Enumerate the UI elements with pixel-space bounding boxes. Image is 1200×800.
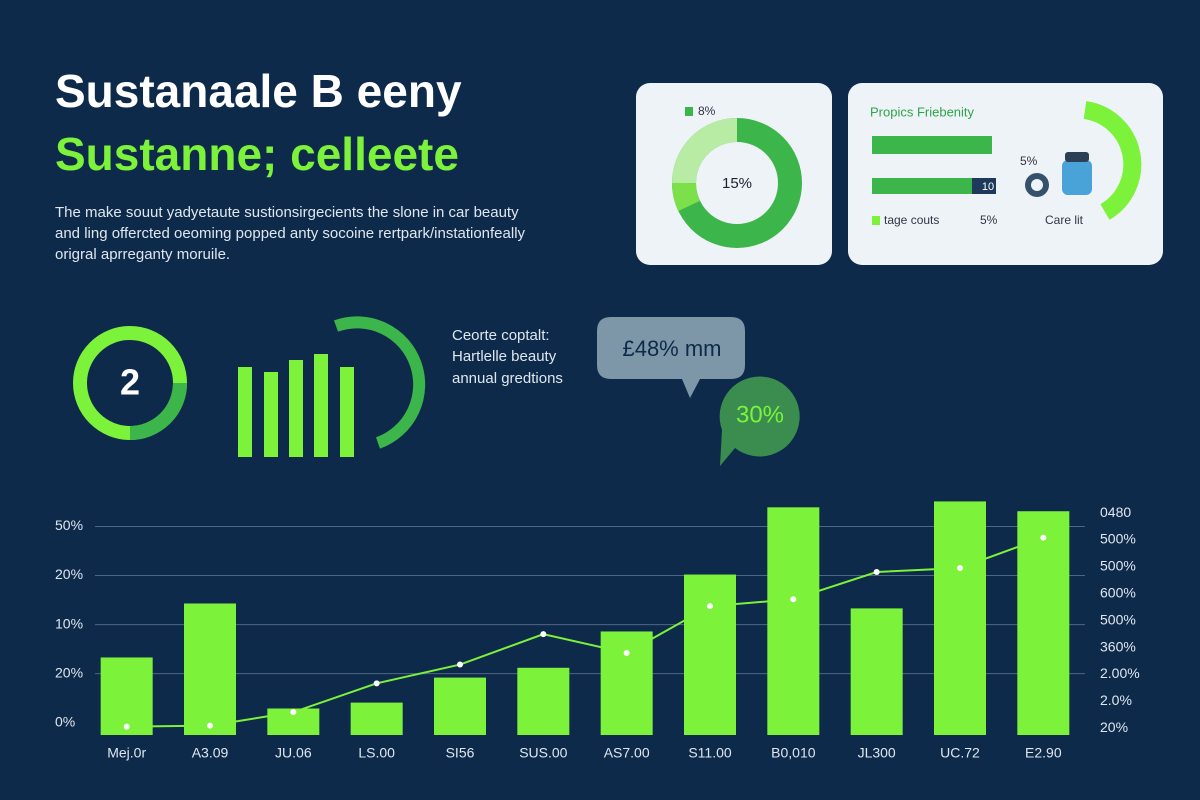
- card-title: Propics Friebenity: [870, 104, 975, 119]
- y-tick-label: 20%: [55, 566, 83, 582]
- bar: [684, 574, 736, 735]
- y2-tick-label: 600%: [1100, 585, 1136, 601]
- arc: [1083, 101, 1142, 220]
- y-tick-label: 10%: [55, 615, 83, 631]
- x-tick-label: UC.72: [940, 745, 980, 761]
- badge-ring-segment: [129, 382, 187, 440]
- legend-swatch: [872, 216, 880, 225]
- x-tick-label: Mej.0r: [107, 745, 146, 761]
- y2-tick-label: 500%: [1100, 558, 1136, 574]
- x-tick-label: B0,010: [771, 745, 816, 761]
- line-point: [707, 603, 713, 610]
- line-point: [540, 631, 547, 638]
- x-tick-label: JU.06: [275, 745, 312, 761]
- bar: [100, 657, 153, 735]
- line-point: [1040, 534, 1047, 541]
- bar: [1017, 511, 1070, 735]
- progress-bar: [872, 178, 972, 194]
- icon-bar: [314, 354, 328, 457]
- x-tick-label: S11.00: [688, 745, 732, 761]
- y2-tick-label: 2.0%: [1100, 692, 1132, 708]
- badge-label: 2: [120, 362, 140, 403]
- bar: [767, 507, 820, 735]
- line-point: [790, 596, 797, 603]
- gear-icon: [1031, 179, 1043, 191]
- y2-tick-label: 20%: [1100, 719, 1128, 735]
- legend-label: tage couts: [884, 213, 939, 227]
- jar-lid: [1065, 152, 1089, 162]
- progress-bar: [872, 136, 992, 154]
- bar: [184, 603, 236, 735]
- y-tick-label: 50%: [55, 517, 83, 533]
- line: [126, 536, 1044, 728]
- y2-tick-label: 500%: [1100, 531, 1136, 547]
- bar: [850, 608, 903, 735]
- description: origral aprreganty moruile.: [55, 246, 230, 263]
- callout-text: annual gredtions: [452, 370, 563, 387]
- donut-segment: [672, 118, 738, 184]
- x-tick-label: SI56: [446, 745, 475, 761]
- bar-label: 10: [982, 181, 994, 193]
- bubble-label: £48% mm: [622, 336, 721, 361]
- x-tick-label: LS.00: [358, 745, 395, 761]
- icon-bar: [264, 372, 278, 457]
- line-point: [457, 661, 463, 668]
- icon-bar: [340, 367, 354, 457]
- bar: [517, 667, 570, 735]
- legend-swatch: [685, 107, 693, 116]
- y2-tick-label: 2.00%: [1100, 665, 1140, 681]
- x-tick-label: SUS.00: [519, 745, 567, 761]
- line-point: [873, 569, 880, 576]
- caption: Care lit: [1045, 213, 1084, 227]
- description: and ling offercted oeoming popped anty s…: [55, 225, 526, 242]
- line-point: [290, 709, 297, 716]
- side-label: 5%: [1020, 154, 1038, 168]
- y-tick-label: 20%: [55, 664, 83, 680]
- jar-icon: [1062, 160, 1092, 195]
- callout-text: Ceorte coptalt:: [452, 327, 550, 344]
- y2-tick-label: 0480: [1100, 504, 1131, 520]
- line-point: [957, 564, 963, 571]
- y2-tick-label: 500%: [1100, 611, 1136, 627]
- bar: [350, 702, 403, 735]
- line-point: [207, 722, 213, 729]
- combo-chart: 0% 20% 10% 20% 50% 20% 2.0% 2.00% 360% 500% 600% 50…: [55, 501, 1140, 761]
- legend-value: 5%: [980, 213, 998, 227]
- subtitle: Sustanne; celleete: [55, 128, 459, 180]
- icon-arc: [333, 316, 426, 449]
- y-tick-label: 0%: [55, 713, 75, 729]
- bar: [934, 501, 986, 735]
- icon-bar: [289, 360, 303, 457]
- callout-text: Hartlelle beauty: [452, 348, 557, 365]
- x-tick-label: E2.90: [1025, 745, 1062, 761]
- bar: [434, 677, 486, 735]
- donut-segment: [672, 182, 701, 212]
- x-tick-label: JL300: [858, 745, 896, 761]
- legend-label: 8%: [698, 104, 716, 118]
- line-point: [123, 723, 130, 730]
- highlight-bubble: [719, 376, 800, 466]
- speech-bubble: [597, 317, 745, 398]
- description: The make souut yadyetaute sustionsirgeci…: [55, 204, 519, 221]
- y2-tick-label: 360%: [1100, 638, 1136, 654]
- x-tick-label: AS7.00: [604, 745, 650, 761]
- donut-center-label: 15%: [722, 175, 752, 192]
- x-tick-label: A3.09: [192, 745, 229, 761]
- icon-bar: [238, 367, 252, 457]
- highlight-label: 30%: [736, 401, 784, 428]
- line-point: [623, 649, 630, 656]
- line-point: [373, 680, 380, 687]
- title: Sustanaale B eeny: [55, 65, 462, 117]
- bar: [600, 631, 653, 735]
- progress-bar-end: [972, 178, 996, 194]
- card: [848, 83, 1163, 265]
